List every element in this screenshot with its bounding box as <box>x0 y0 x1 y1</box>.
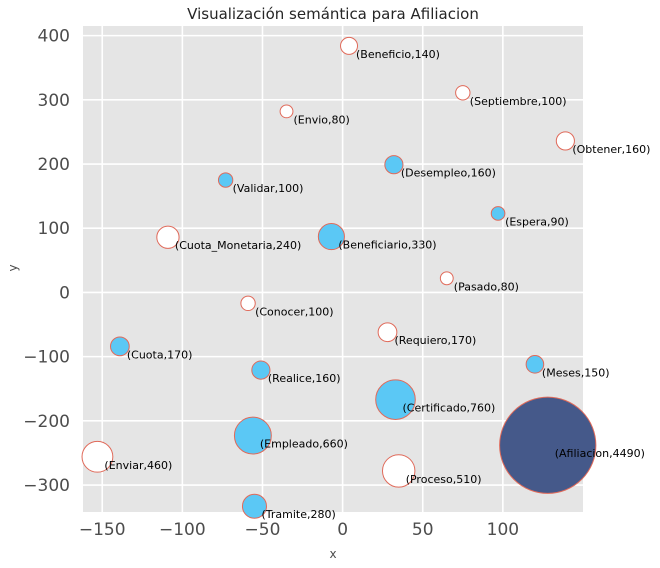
point-obtener <box>555 131 575 151</box>
y-tick-label: 300 <box>38 91 70 111</box>
point-label: (Enviar,460) <box>104 459 172 472</box>
point-envio <box>279 104 294 119</box>
point-label: (Requiero,170) <box>394 334 476 347</box>
point-label: (Tramite,280) <box>261 508 335 521</box>
point-label: (Espera,90) <box>505 215 569 228</box>
point-cuota-monetaria <box>156 225 180 249</box>
point-label: (Validar,100) <box>233 182 304 195</box>
point-espera <box>490 206 506 221</box>
x-tick-label: 50 <box>412 520 434 540</box>
x-tick-label: −150 <box>79 520 126 540</box>
y-axis-ticks: −300 −200 −100 0 100 200 300 400 <box>23 27 70 496</box>
point-label: (Pasado,80) <box>454 280 519 293</box>
point-labels: (Beneficio,140) (Septiembre,100) (Envio,80… <box>104 48 650 521</box>
y-tick-label: 400 <box>38 27 70 47</box>
point-desempleo <box>384 155 404 175</box>
point-label: (Realice,160) <box>268 372 341 385</box>
point-validar <box>217 172 234 188</box>
point-label: (Proceso,510) <box>406 473 482 486</box>
point-requiero <box>377 322 398 343</box>
point-cuota <box>109 336 130 357</box>
data-points <box>81 36 597 519</box>
y-axis-label: y <box>6 264 20 271</box>
point-tramite <box>241 493 267 519</box>
point-label: (Obtener,160) <box>572 143 650 156</box>
point-label: (Cuota,170) <box>127 348 193 361</box>
point-empleado <box>233 416 272 455</box>
point-label: (Beneficio,140) <box>356 48 440 61</box>
x-tick-label: 100 <box>487 520 519 540</box>
point-realice <box>251 360 271 380</box>
point-meses <box>525 355 545 374</box>
point-septiembre <box>455 85 471 101</box>
point-beneficio <box>340 36 359 55</box>
point-label: (Certificado,760) <box>403 402 496 415</box>
x-axis-label: x <box>329 547 336 561</box>
x-tick-label: 0 <box>337 520 348 540</box>
point-afiliacion <box>499 396 597 494</box>
chart-title: Visualización semántica para Afiliacion <box>187 5 479 23</box>
plot-area <box>83 26 583 512</box>
point-certificado <box>375 379 416 420</box>
point-enviar <box>81 440 114 473</box>
y-tick-label: 200 <box>38 155 70 175</box>
point-label: (Cuota_Monetaria,240) <box>175 239 301 252</box>
point-pasado <box>439 271 454 286</box>
y-tick-label: −200 <box>23 412 70 432</box>
point-label: (Afiliacion,4490) <box>555 447 645 460</box>
x-tick-label: −100 <box>159 520 206 540</box>
point-label: (Septiembre,100) <box>470 95 567 108</box>
y-tick-label: 100 <box>38 219 70 239</box>
point-label: (Beneficiario,330) <box>338 239 436 252</box>
y-tick-label: −300 <box>23 476 70 496</box>
x-tick-label: −50 <box>245 520 281 540</box>
point-conocer <box>240 295 256 312</box>
point-label: (Empleado,660) <box>260 438 348 451</box>
point-label: (Envio,80) <box>294 113 350 126</box>
point-label: (Conocer,100) <box>255 305 334 318</box>
point-proceso <box>381 454 416 488</box>
point-label: (Meses,150) <box>542 366 610 379</box>
point-beneficiario <box>317 223 345 251</box>
point-label: (Desempleo,160) <box>401 167 496 180</box>
x-axis-ticks: −150 −100 −50 0 50 100 <box>79 520 519 540</box>
y-tick-label: −100 <box>23 348 70 368</box>
y-tick-label: 0 <box>59 283 70 303</box>
